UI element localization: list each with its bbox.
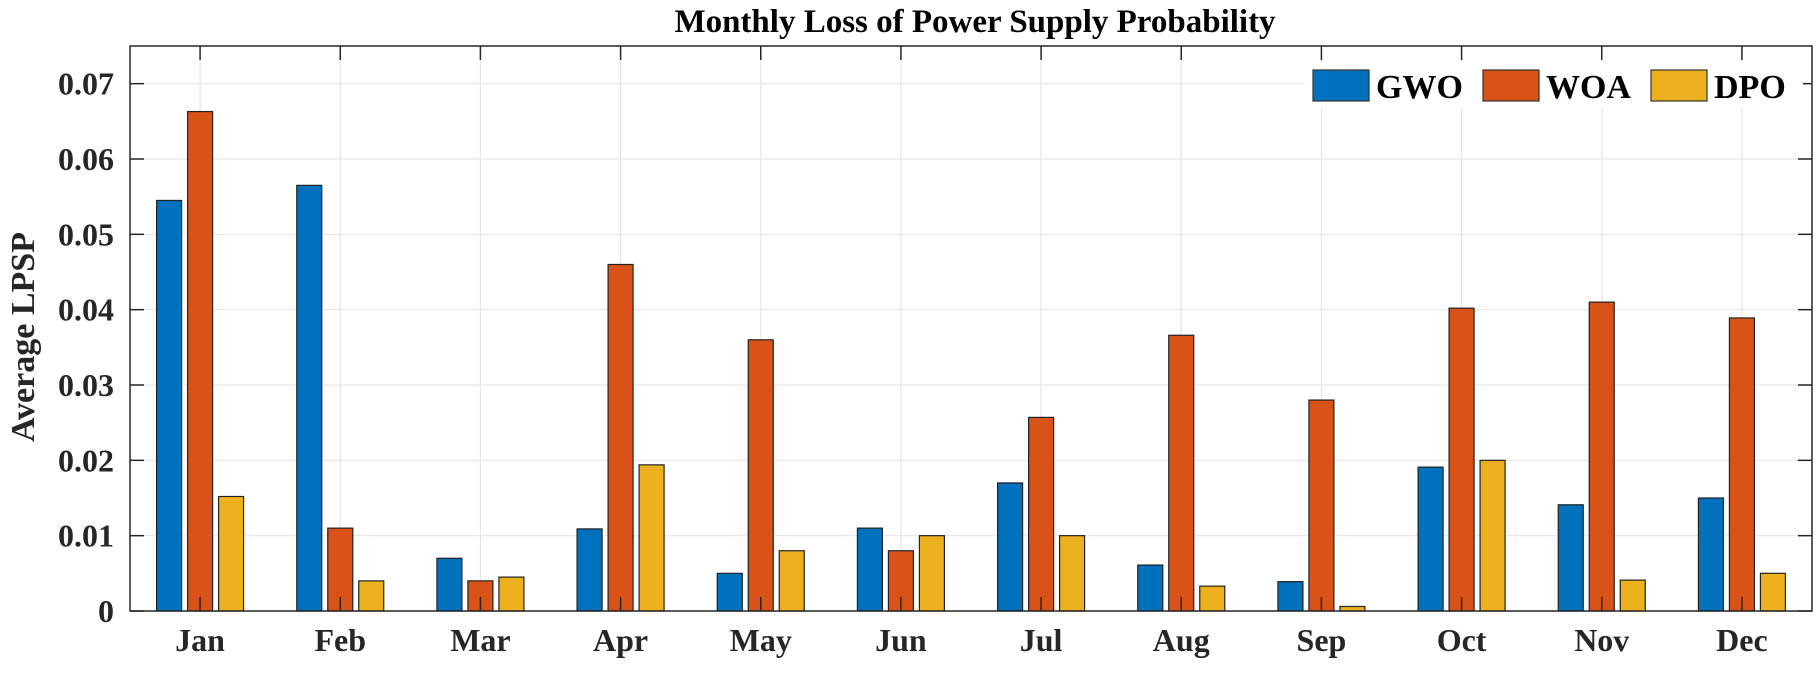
x-tick-label: May: [730, 622, 792, 658]
bar-dpo-feb: [358, 580, 385, 612]
bar-woa-apr: [607, 263, 634, 612]
bar-gwo-nov: [1557, 504, 1584, 612]
x-tick-label: Mar: [450, 622, 510, 658]
y-axis-tick-labels: 0 0.01 0.02 0.03 0.04 0.05 0.06 0.07: [58, 66, 114, 629]
bar-dpo-may: [778, 550, 805, 612]
bar-dpo-jan: [217, 495, 245, 612]
bar-woa-sep: [1308, 399, 1335, 612]
bar-gwo-aug: [1137, 564, 1164, 612]
y-tick-label: 0.07: [58, 66, 114, 102]
legend-background: [1305, 62, 1803, 108]
x-tick-label: Sep: [1297, 622, 1347, 658]
axis-ticks: [130, 46, 1812, 612]
plot-frame: [129, 45, 1813, 612]
y-tick-label: 0.03: [58, 367, 114, 403]
bar-gwo-jul: [996, 482, 1024, 612]
bar-woa-dec: [1728, 317, 1756, 612]
bar-dpo-dec: [1759, 572, 1787, 612]
bars: [155, 110, 1787, 612]
bar-gwo-may: [716, 572, 743, 612]
bar-gwo-feb: [296, 184, 323, 612]
bar-dpo-jul: [1058, 535, 1086, 612]
bar-gwo-mar: [436, 557, 463, 612]
y-axis-label: Average LPSP: [5, 232, 42, 442]
bar-dpo-aug: [1199, 585, 1226, 612]
y-tick-label: 0.01: [58, 518, 114, 554]
y-tick-label: 0.02: [58, 442, 114, 478]
x-tick-label: Nov: [1574, 622, 1629, 658]
x-tick-label: Apr: [593, 622, 648, 658]
y-tick-label: 0.05: [58, 216, 114, 252]
bar-gwo-sep: [1277, 581, 1304, 612]
bar-dpo-mar: [498, 576, 525, 612]
bar-woa-jul: [1027, 416, 1055, 612]
legend-label: GWO: [1376, 69, 1463, 106]
legend-swatch: [1482, 69, 1540, 102]
bar-woa-may: [747, 339, 774, 612]
legend-swatch: [1650, 69, 1708, 102]
x-tick-label: Jul: [1020, 622, 1063, 658]
legend-entry-woa: WOA: [1482, 69, 1631, 106]
legend-entry-gwo: GWO: [1312, 69, 1463, 106]
x-tick-label: Oct: [1437, 622, 1487, 658]
x-tick-label: Jan: [175, 622, 225, 658]
x-axis-tick-labels: Jan Feb Mar Apr May Jun Jul Aug Sep Oct Nov Dec: [175, 622, 1767, 658]
legend-entry-dpo: DPO: [1650, 69, 1786, 106]
x-tick-label: Feb: [314, 622, 366, 658]
bar-woa-jan: [186, 110, 214, 612]
legend-label: DPO: [1714, 69, 1786, 106]
y-tick-label: 0: [98, 593, 114, 629]
bar-woa-nov: [1588, 301, 1615, 612]
bar-dpo-oct: [1479, 459, 1506, 612]
bar-dpo-nov: [1619, 579, 1646, 612]
bar-gwo-apr: [576, 528, 603, 612]
bar-gwo-dec: [1697, 497, 1725, 612]
bar-woa-oct: [1448, 307, 1475, 612]
y-tick-label: 0.04: [58, 292, 114, 328]
bar-gwo-jun: [856, 527, 884, 612]
legend-label: WOA: [1546, 69, 1631, 106]
legend: GWO WOA DPO: [1305, 62, 1803, 108]
x-tick-label: Dec: [1716, 622, 1768, 658]
legend-swatch: [1312, 69, 1370, 102]
bar-dpo-apr: [638, 464, 665, 612]
x-tick-label: Aug: [1153, 622, 1210, 658]
y-tick-label: 0.06: [58, 141, 114, 177]
bar-gwo-oct: [1417, 466, 1444, 612]
bar-gwo-jan: [155, 199, 183, 612]
chart-title: Monthly Loss of Power Supply Probability: [674, 4, 1276, 40]
bar-dpo-jun: [918, 535, 946, 612]
x-tick-label: Jun: [875, 622, 927, 658]
bar-woa-aug: [1168, 334, 1195, 612]
